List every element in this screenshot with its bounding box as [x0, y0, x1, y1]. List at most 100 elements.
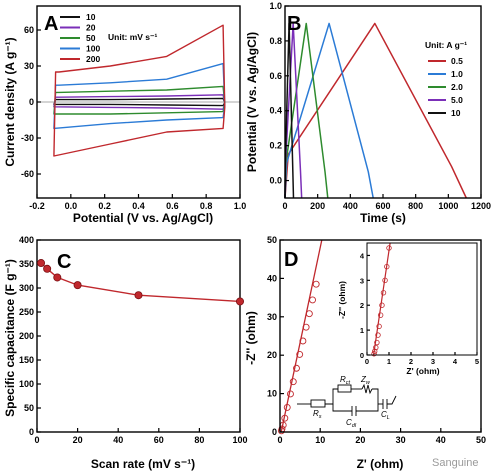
capacitance-point — [37, 259, 46, 268]
inset-y-tick-label: 3 — [360, 276, 364, 285]
inset-series — [371, 242, 392, 357]
circuit-labels: Rct Zw Rs Cdl CL — [313, 375, 390, 429]
panel-d-x-tick-label: 0 — [277, 435, 282, 445]
panel-c-y-tick-label: 0 — [29, 427, 34, 437]
inset-x-tick-label: 2 — [409, 357, 413, 366]
nyquist-point — [287, 390, 294, 398]
inset-point — [386, 245, 392, 251]
panel-b-x-axis-label: Time (s) — [360, 211, 406, 225]
panel-c-y-tick-label: 300 — [19, 283, 34, 293]
panel-a-y-tick-label: 0 — [29, 97, 34, 107]
legend-a-label-100: 100 — [86, 44, 100, 54]
inset-background — [367, 243, 477, 355]
circuit-label-cl: CL — [381, 410, 390, 421]
panel-a-legend-title: Unit: mV s⁻¹ — [108, 32, 158, 42]
nyquist-point — [309, 296, 317, 304]
inset-x-axis-label: Z' (ohm) — [406, 366, 439, 376]
panel-d-x-tick-label: 20 — [355, 435, 365, 445]
panel-d-label: D — [284, 249, 298, 271]
circuit-label-rs: Rs — [313, 409, 322, 420]
panel-c-x-ticks: 0 20 40 60 80 100 — [34, 428, 248, 445]
circuit-cl-capacitor — [382, 399, 388, 409]
cv-loop-100 — [53, 62, 226, 130]
panel-b-y-axis-label: Potential (V vs. Ag/AgCl) — [245, 32, 259, 172]
panel-c-label: C — [57, 251, 71, 273]
panel-a-y-tick-label: 30 — [24, 61, 34, 71]
capacitance-point — [134, 291, 143, 300]
panel-b-x-tick-label: 600 — [375, 201, 390, 211]
panel-d-x-tick-label: 10 — [315, 435, 325, 445]
panel-c-y-tick-label: 250 — [19, 307, 34, 317]
legend-a-label-10: 10 — [86, 12, 96, 22]
inset-point — [384, 263, 390, 270]
inset-frame — [366, 242, 478, 356]
panel-a-x-axis-label: Potential (V vs. Ag/AgCl) — [73, 211, 213, 225]
panel-b-label: B — [287, 13, 301, 35]
inset-y-tick-label: 1 — [360, 326, 364, 335]
capacitance-point — [73, 281, 82, 290]
panel-c-y-tick-label: 100 — [19, 379, 34, 389]
panel-b-x-tick-label: 0 — [282, 201, 287, 211]
nyquist-point — [293, 364, 300, 372]
panel-a-series — [37, 24, 240, 157]
inset-point — [382, 277, 388, 284]
equivalent-circuit-diagram — [297, 383, 397, 416]
legend-b-label-0.5: 0.5 — [451, 56, 463, 66]
panel-d-y-axis-label: -Z'' (ohm) — [244, 311, 258, 365]
panel-c-y-tick-label: 50 — [24, 403, 34, 413]
inset-y-tick-label: 2 — [360, 301, 364, 310]
legend-b-label-2.0: 2.0 — [451, 82, 463, 92]
panel-d-y-tick-label: 50 — [267, 235, 277, 245]
panel-c-x-axis-label: Scan rate (mV s⁻¹) — [91, 457, 195, 471]
legend-b-label-1.0: 1.0 — [451, 69, 463, 79]
panel-c-x-tick-label: 60 — [154, 435, 164, 445]
inset-x-tick-label: 1 — [387, 357, 391, 366]
panel-a-x-tick-label: 0.8 — [200, 201, 213, 211]
panel-c-y-tick-label: 200 — [19, 331, 34, 341]
panel-a-y-axis-label: Current density (A g⁻¹) — [3, 37, 17, 166]
watermark: Sanguine — [432, 457, 479, 469]
panel-b-y-tick-label: 1.0 — [269, 1, 282, 11]
nyquist-point — [283, 403, 291, 411]
inset-x-tick-label: 3 — [431, 357, 435, 366]
panel-b-x-tick-label: 1000 — [438, 201, 458, 211]
inset-x-tick-label: 5 — [475, 357, 479, 366]
panel-d-y-tick-label: 30 — [267, 312, 277, 322]
inset-point — [371, 351, 377, 357]
panel-c-series — [37, 259, 244, 306]
circuit-cdl-capacitor — [351, 406, 357, 416]
panel-d-series — [277, 239, 323, 435]
panel-d-x-tick-label: 50 — [476, 435, 486, 445]
inset-point — [372, 348, 378, 354]
panel-d-y-ticks: 0 10 20 30 40 50 — [267, 235, 284, 437]
panel-d-y-tick-label: 20 — [267, 350, 277, 360]
inset-point — [379, 302, 385, 308]
panel-c-x-tick-label: 20 — [73, 435, 83, 445]
panel-c-x-tick-label: 80 — [194, 435, 204, 445]
panel-b-x-ticks: 0 200 400 600 800 1000 1200 — [282, 194, 491, 211]
cv-loop-200 — [53, 24, 226, 157]
panel-a-y-tick-label: -60 — [21, 169, 34, 179]
panel-a-y-tick-label: -30 — [21, 133, 34, 143]
panel-b-y-tick-label: 0.0 — [269, 176, 282, 186]
circuit-warburg-element — [361, 383, 373, 395]
panel-b-legend: 0.5 1.0 2.0 5.0 10 — [428, 56, 463, 118]
inset-point — [373, 344, 379, 351]
nyquist-point — [302, 323, 310, 331]
panel-d-x-axis-label: Z' (ohm) — [357, 457, 404, 471]
circuit-label-zw: Zw — [360, 375, 371, 386]
circuit-label-rct: Rct — [340, 375, 351, 386]
panel-c-x-tick-label: 100 — [232, 435, 247, 445]
panel-b-y-tick-label: 0.8 — [269, 36, 282, 46]
inset-x-tick-label: 4 — [453, 357, 458, 366]
legend-b-label-10: 10 — [451, 108, 461, 118]
panel-a-x-tick-label: 0.0 — [65, 201, 78, 211]
panel-d-inset: 0 1 2 3 4 5 0 1 2 3 4 Z' (ohm) -Z'' (ohm) — [337, 242, 479, 376]
capacitance-point — [53, 273, 62, 282]
panel-d-x-tick-label: 30 — [396, 435, 406, 445]
legend-a-label-50: 50 — [86, 33, 96, 43]
